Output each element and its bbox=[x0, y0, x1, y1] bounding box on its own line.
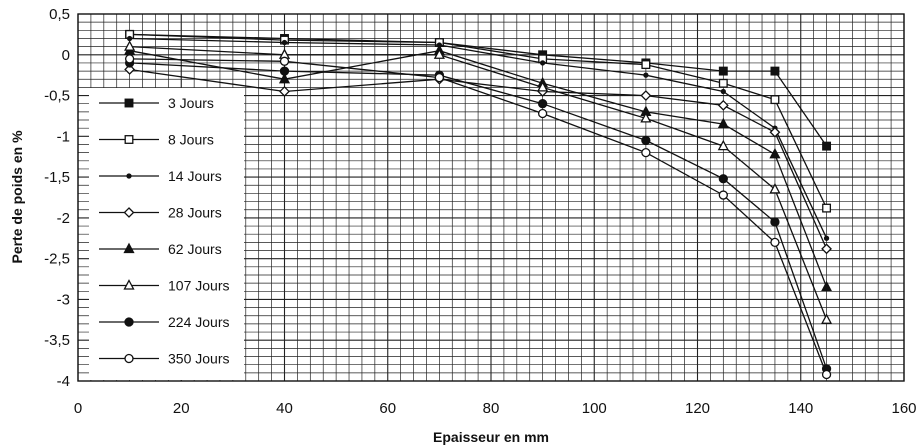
data-point bbox=[539, 60, 546, 66]
legend-marker bbox=[123, 207, 135, 218]
data-point bbox=[537, 108, 548, 119]
x-tick-label: 80 bbox=[483, 400, 500, 417]
series-line bbox=[129, 58, 828, 375]
data-point bbox=[770, 217, 780, 227]
data-point bbox=[820, 280, 833, 292]
data-point bbox=[769, 182, 781, 194]
y-axis-ticks: 0,5 0 -0,5 -1 -1,5 -2 -2,5 -3 -3,5 -4 bbox=[44, 6, 70, 390]
legend-marker bbox=[124, 353, 134, 364]
x-axis-ticks: 0 20 40 60 80 100 120 140 160 bbox=[74, 400, 917, 417]
data-point bbox=[718, 78, 728, 88]
series-6 bbox=[124, 40, 833, 324]
legend-marker bbox=[124, 317, 134, 327]
series-line bbox=[129, 50, 828, 288]
x-tick-label: 120 bbox=[685, 400, 710, 417]
data-point bbox=[769, 126, 781, 138]
legend-marker bbox=[123, 279, 135, 290]
data-point bbox=[433, 48, 445, 59]
legend-marker bbox=[126, 173, 132, 179]
series-line bbox=[129, 62, 828, 370]
data-point bbox=[434, 72, 445, 83]
data-point bbox=[770, 66, 780, 76]
y-tick-label: -1 bbox=[57, 128, 70, 145]
data-point bbox=[717, 117, 729, 129]
data-point bbox=[124, 40, 136, 51]
x-tick-label: 100 bbox=[582, 400, 607, 417]
series-8 bbox=[124, 54, 832, 380]
data-point bbox=[822, 203, 832, 213]
y-tick-label: -0,5 bbox=[44, 88, 70, 105]
data-point bbox=[718, 190, 728, 200]
x-tick-label: 60 bbox=[379, 400, 396, 417]
data-point bbox=[281, 39, 288, 46]
data-point bbox=[820, 313, 833, 324]
data-point bbox=[769, 147, 781, 159]
series-line bbox=[129, 45, 828, 321]
data-point bbox=[537, 81, 549, 92]
data-point bbox=[279, 86, 290, 97]
series-line bbox=[129, 68, 828, 250]
data-point bbox=[640, 112, 652, 123]
legend-marker bbox=[124, 98, 134, 108]
legend-label: 62 Jours bbox=[168, 241, 222, 257]
data-point bbox=[641, 60, 651, 70]
data-point bbox=[717, 139, 729, 151]
data-point bbox=[126, 35, 133, 42]
y-tick-label: -1,5 bbox=[44, 169, 70, 186]
x-axis-title: Epaisseur en mm bbox=[433, 429, 549, 445]
y-axis-title: Perte de poids en % bbox=[9, 130, 25, 264]
legend-label: 350 Jours bbox=[168, 351, 229, 367]
data-point bbox=[643, 72, 649, 78]
legend: 3 Jours 8 Jours 14 Jours 28 Jours 62 Jours 10… bbox=[89, 88, 244, 380]
legend-marker bbox=[123, 242, 135, 254]
y-tick-label: -2 bbox=[57, 210, 70, 227]
legend-marker bbox=[124, 135, 134, 144]
y-tick-label: -3 bbox=[57, 291, 70, 308]
x-tick-label: 20 bbox=[173, 400, 190, 417]
data-point bbox=[821, 243, 832, 255]
data-point bbox=[822, 141, 832, 151]
data-point bbox=[279, 66, 290, 76]
data-point bbox=[279, 56, 290, 66]
x-tick-label: 40 bbox=[276, 400, 293, 417]
plot-frame bbox=[77, 13, 905, 382]
data-point bbox=[717, 99, 729, 111]
data-point bbox=[640, 90, 652, 101]
data-point bbox=[124, 54, 135, 64]
y-tick-label: -4 bbox=[57, 373, 70, 390]
y-tick-label: 0,5 bbox=[49, 6, 70, 23]
y-tick-label: -2,5 bbox=[44, 251, 70, 268]
series-line bbox=[129, 33, 828, 209]
y-tick-label: 0 bbox=[62, 47, 70, 64]
data-point bbox=[720, 88, 726, 95]
legend-label: 3 Jours bbox=[168, 95, 214, 111]
legend-label: 8 Jours bbox=[168, 132, 214, 148]
x-tick-label: 140 bbox=[788, 400, 813, 417]
data-point bbox=[823, 235, 830, 241]
data-point bbox=[821, 369, 832, 380]
y-tick-label: -3,5 bbox=[44, 332, 70, 349]
data-point bbox=[641, 147, 651, 158]
series-layer bbox=[124, 29, 833, 380]
legend-label: 224 Jours bbox=[168, 314, 229, 330]
series-line bbox=[129, 33, 828, 147]
data-point bbox=[770, 95, 780, 105]
x-tick-label: 0 bbox=[74, 400, 82, 417]
data-point bbox=[770, 237, 780, 248]
legend-label: 28 Jours bbox=[168, 205, 222, 221]
x-tick-label: 160 bbox=[891, 400, 916, 417]
series-5 bbox=[124, 44, 833, 292]
data-point bbox=[124, 64, 136, 75]
data-point bbox=[718, 66, 728, 76]
data-point bbox=[278, 72, 291, 84]
series-line bbox=[129, 37, 828, 239]
legend-box bbox=[89, 88, 244, 380]
data-point bbox=[718, 174, 728, 184]
data-point bbox=[537, 99, 548, 109]
data-point bbox=[641, 135, 651, 146]
legend-label: 14 Jours bbox=[168, 168, 222, 184]
legend-label: 107 Jours bbox=[168, 278, 229, 294]
